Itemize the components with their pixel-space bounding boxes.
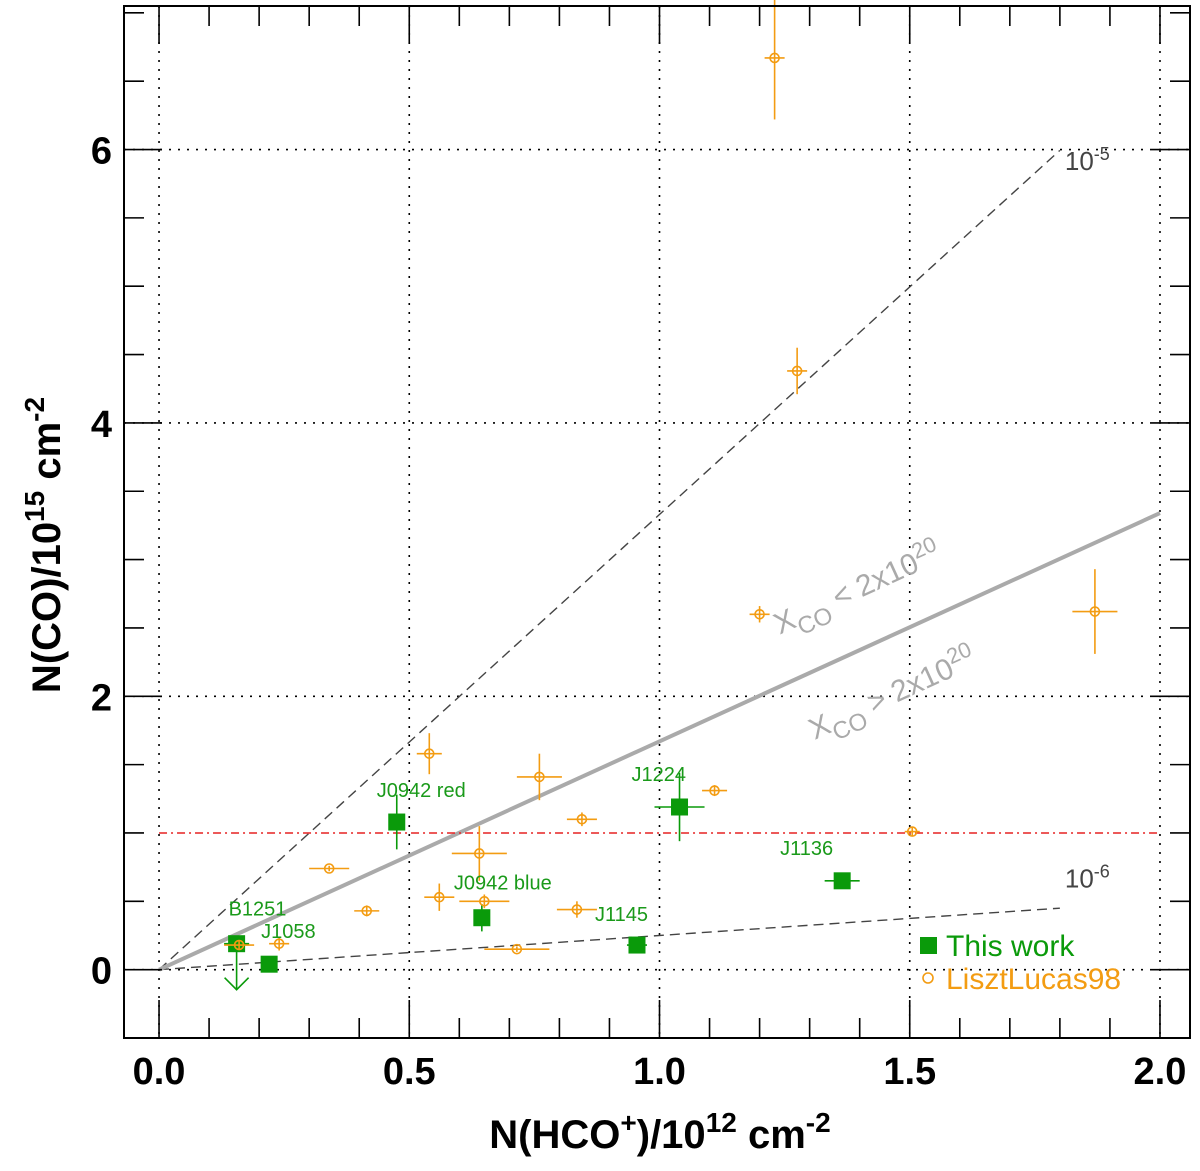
data-point: [576, 813, 588, 825]
data-point: [628, 936, 646, 954]
plot-frame: [123, 5, 1191, 1039]
point-label: J1224: [632, 764, 687, 786]
data-point: [323, 863, 335, 874]
data-point: [361, 905, 373, 917]
reference-line-2: [158, 511, 1161, 972]
data-point: [388, 813, 406, 831]
x-tick-label: 0.5: [383, 1051, 436, 1093]
axis-ticks: 0.0 0.5 1.0 1.5 2.0 0 2 4 6: [91, 6, 1190, 1093]
data-point: [769, 52, 780, 64]
legend-label: This work: [946, 930, 1075, 963]
point-label: J0942 blue: [454, 873, 552, 895]
x-tick-label: 1.5: [883, 1051, 936, 1093]
data-point: [571, 904, 583, 915]
data-point: [1089, 606, 1101, 617]
legend-marker: [920, 937, 937, 954]
xco-lower-label: XCO > 2x1020: [801, 636, 984, 754]
data-point: [423, 748, 435, 759]
point-label: J0942 red: [377, 780, 466, 802]
y-tick-label: 0: [91, 951, 112, 993]
legend-marker: [922, 972, 934, 984]
x-tick-label: 2.0: [1134, 1051, 1187, 1093]
y-axis-title: N(CO)/1015 cm-2: [19, 397, 69, 693]
grid-lines: [124, 6, 1190, 1038]
data-point: [473, 909, 491, 927]
y-tick-label: 6: [91, 131, 112, 173]
reference-line-label: 10-6: [1065, 862, 1110, 894]
data-point: [534, 771, 545, 783]
x-axis-title: N(HCO+)/1012 cm-2: [489, 1107, 830, 1157]
point-label: J1145: [595, 904, 648, 926]
point-label: B1251: [229, 899, 287, 921]
data-point: [791, 365, 803, 377]
reference-line-0: [158, 149, 1061, 971]
point-label: J1058: [261, 921, 316, 943]
data-point: [671, 798, 689, 816]
reference-line-1: [158, 907, 1060, 971]
data-point: [833, 872, 851, 890]
data-points: [224, 0, 1118, 991]
data-point: [433, 891, 445, 903]
y-tick-label: 4: [91, 404, 112, 446]
data-point: [273, 938, 285, 949]
data-point: [260, 955, 278, 973]
data-point: [754, 608, 765, 620]
x-tick-label: 1.0: [633, 1051, 686, 1093]
data-point: [474, 848, 485, 859]
point-label: J1136: [780, 838, 833, 860]
reference-line-label: 10-5: [1065, 144, 1110, 176]
legend-label: LisztLucas98: [946, 963, 1121, 996]
y-tick-label: 2: [91, 677, 112, 719]
upper-limit-arrowhead: [224, 977, 250, 991]
data-point: [511, 943, 523, 955]
x-tick-label: 0.0: [133, 1051, 186, 1093]
data-point: [709, 785, 720, 796]
xco-upper-label: XCO < 2x1020: [766, 531, 949, 649]
data-point: [233, 939, 245, 951]
plot-border: [123, 5, 1191, 1039]
data-point: [906, 826, 918, 837]
data-point: [479, 896, 490, 907]
data-point: [228, 935, 246, 953]
